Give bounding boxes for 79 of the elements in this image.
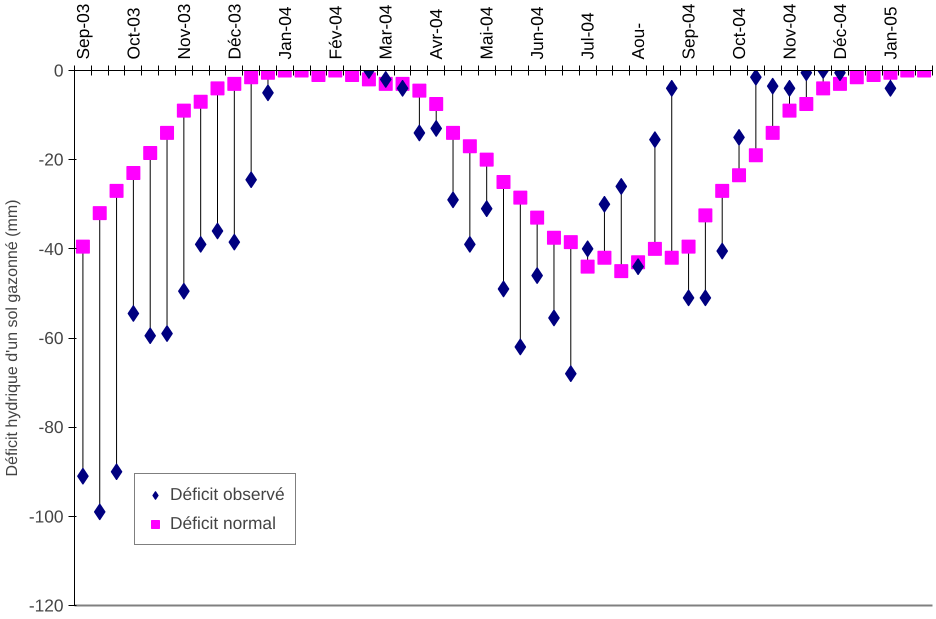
point: [782, 104, 796, 118]
point: [615, 178, 628, 195]
point: [766, 126, 780, 140]
point: [614, 264, 628, 278]
point: [514, 338, 526, 356]
point: [816, 81, 830, 96]
point: [176, 104, 191, 118]
x-tick-label: Sep-04: [678, 3, 699, 60]
point: [94, 503, 106, 520]
point: [446, 126, 460, 140]
point: [513, 190, 528, 205]
point: [597, 250, 612, 265]
point: [92, 206, 107, 220]
point: [110, 184, 124, 198]
x-tick-label: Nov-03: [174, 4, 194, 60]
x-tick-label: Nov-04: [780, 3, 800, 60]
point: [799, 96, 814, 111]
point: [194, 94, 208, 109]
point: [76, 240, 90, 254]
x-tick-label: Déc-03: [224, 4, 244, 60]
point: [429, 96, 444, 111]
point: [412, 84, 426, 98]
legend-label: Déficit normal: [170, 513, 276, 534]
point: [210, 81, 224, 96]
point: [716, 242, 728, 260]
point: [732, 168, 746, 182]
point: [144, 327, 156, 344]
point: [698, 208, 712, 222]
point: [160, 126, 174, 140]
x-tick-label: Jul-04: [578, 12, 598, 60]
point: [564, 235, 578, 250]
legend-label: Déficit observé: [170, 484, 285, 505]
point: [143, 146, 158, 160]
x-tick-label: Sep-03: [72, 4, 93, 60]
point: [715, 184, 730, 198]
point: [748, 148, 763, 162]
point: [766, 78, 779, 95]
y-tick-label: -20: [38, 150, 64, 170]
point: [430, 120, 442, 137]
x-tick-label: Jan-04: [274, 6, 295, 60]
y-tick-label: -100: [28, 506, 64, 526]
point: [194, 236, 207, 253]
point: [244, 70, 258, 84]
y-axis-title: Déficit hydrique d'un sol gazonné (mm): [4, 200, 21, 476]
point: [480, 152, 494, 167]
point: [564, 365, 577, 382]
point: [126, 166, 140, 180]
point: [580, 260, 595, 274]
point: [496, 174, 510, 189]
point: [212, 222, 224, 240]
y-tick-label: -40: [38, 238, 64, 259]
point: [666, 80, 678, 97]
point: [682, 240, 696, 254]
point: [530, 210, 544, 225]
x-tick-label: Fév-04: [325, 5, 346, 60]
point: [546, 230, 561, 245]
point: [648, 242, 662, 256]
x-tick-label: Oct-03: [123, 7, 144, 60]
point: [228, 234, 240, 251]
point: [462, 139, 477, 154]
y-tick-label: -120: [28, 596, 64, 616]
x-tick-label: Mai-04: [476, 6, 497, 60]
x-tick-label: Avr-04: [426, 8, 446, 60]
y-tick-label: 0: [54, 60, 64, 80]
x-tick-label: Oct-04: [729, 7, 750, 60]
point: [480, 200, 493, 218]
x-tick-label: Jan-05: [880, 6, 900, 60]
x-tick-label: Aou-: [628, 22, 648, 60]
point: [227, 76, 242, 91]
point: [750, 70, 762, 86]
point: [850, 70, 864, 84]
x-tick-label: Jun-04: [527, 6, 548, 60]
y-tick-label: -60: [38, 328, 64, 348]
y-tick-label: -80: [38, 417, 64, 438]
point: [664, 250, 679, 265]
x-tick-label: Déc-04: [830, 3, 850, 60]
x-tick-label: Mar-04: [376, 4, 396, 60]
point: [832, 76, 847, 91]
point: [380, 70, 392, 88]
